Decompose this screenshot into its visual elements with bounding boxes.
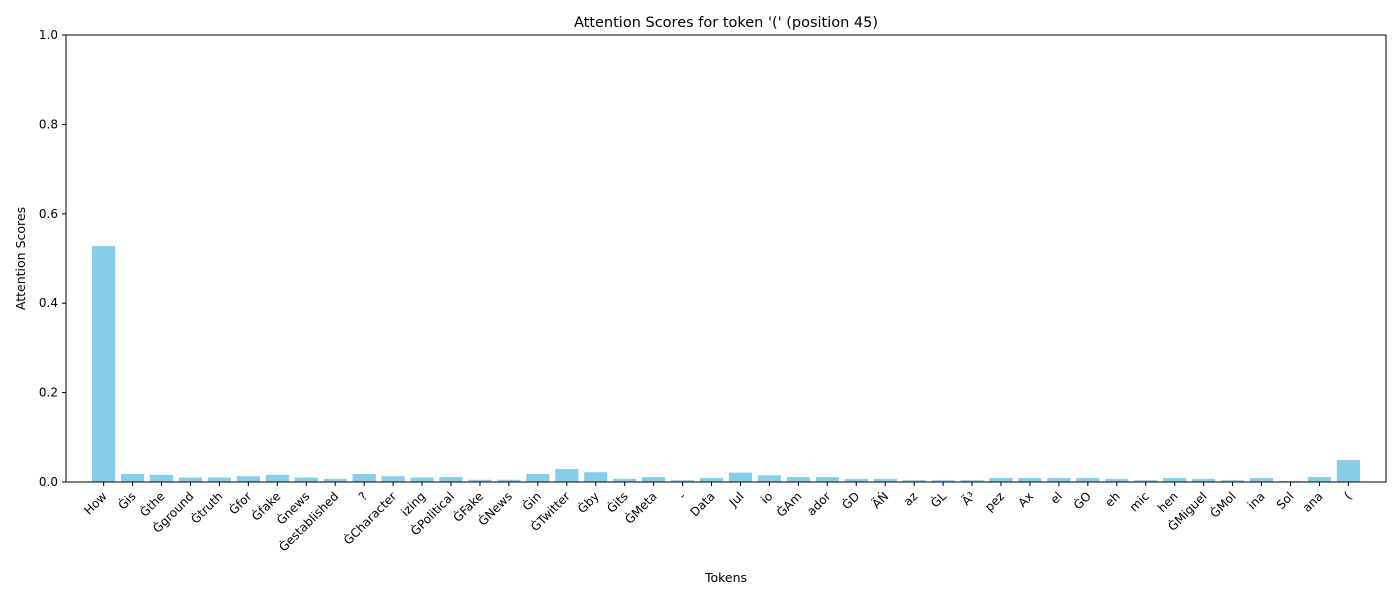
x-tick-label-24: ĠAm	[773, 488, 805, 520]
bar-5	[236, 476, 260, 482]
x-tick-label-41: Sol	[1274, 489, 1297, 512]
bar-7	[294, 477, 318, 482]
bar-15	[526, 473, 550, 482]
y-tick-label-5: 1.0	[39, 28, 58, 42]
x-tick-label-26: ĠD	[838, 488, 862, 512]
bar-25	[815, 477, 839, 482]
y-axis: 0.0 0.2 0.4 0.6 0.8 1.0	[39, 28, 66, 489]
x-tick-label-29: ĠL	[927, 488, 950, 511]
x-tick-label-17: Ġby	[574, 488, 602, 516]
x-tick-label-28: az	[901, 489, 921, 509]
x-tick-label-15: Ġin	[518, 488, 544, 514]
x-tick-label-30: Ã³	[958, 488, 978, 508]
bar-42	[1307, 477, 1331, 482]
x-tick-label-10: ĠCharacter	[339, 488, 399, 548]
bar-14	[497, 479, 521, 482]
bar-0	[92, 245, 116, 482]
bar-36	[1134, 480, 1158, 482]
x-tick-label-32: Ax	[1015, 489, 1036, 510]
bar-3	[178, 477, 203, 482]
bar-34	[1076, 477, 1100, 482]
bar-18	[613, 478, 637, 482]
x-tick-label-43: (	[1341, 489, 1354, 502]
bar-30	[960, 480, 984, 482]
bar-43	[1336, 460, 1360, 482]
bar-24	[786, 477, 810, 482]
bar-29	[931, 480, 955, 482]
plot-frame	[65, 34, 1387, 483]
bar-40	[1249, 477, 1274, 482]
x-tick-label-20: -	[676, 489, 689, 502]
bar-19	[642, 477, 666, 482]
bar-13	[468, 479, 492, 482]
x-tick-label-31: pez	[982, 489, 1007, 514]
x-tick-label-22: Jul	[726, 489, 747, 510]
y-tick-label-3: 0.6	[39, 207, 58, 221]
bar-9	[352, 473, 376, 482]
bar-1	[121, 473, 145, 482]
x-tick-label-36: mic	[1127, 489, 1152, 514]
bar-2	[149, 474, 174, 482]
bar-12	[439, 477, 463, 482]
bar-31	[989, 477, 1013, 482]
x-tick-label-39: ĠMol	[1206, 488, 1239, 521]
bar-4	[207, 477, 231, 482]
x-tick-label-21: Data	[687, 489, 717, 519]
x-tick-label-40: ina	[1245, 489, 1268, 512]
bar-11	[410, 477, 434, 482]
y-tick-label-2: 0.4	[39, 296, 58, 310]
bar-33	[1047, 477, 1071, 482]
bar-32	[1018, 477, 1042, 482]
bar-35	[1105, 478, 1129, 482]
x-tick-label-0: How	[81, 489, 110, 518]
y-tick-label-0: 0.0	[39, 475, 58, 489]
bar-16	[555, 469, 579, 482]
y-tick-label-1: 0.2	[39, 386, 58, 400]
x-tick-label-42: ana	[1300, 489, 1326, 515]
x-tick-label-9: ?	[356, 489, 370, 503]
bar-10	[381, 476, 405, 482]
x-tick-label-4: Ġtruth	[187, 488, 226, 527]
chart-title: Attention Scores for token '(' (position…	[574, 15, 878, 31]
bar-8	[323, 478, 347, 482]
x-tick-label-34: ĠO	[1069, 488, 1094, 513]
x-axis-label: Tokens	[704, 570, 747, 585]
bar-39	[1221, 480, 1245, 482]
bar-21	[699, 477, 724, 482]
bar-37	[1163, 477, 1187, 482]
bar-22	[728, 472, 753, 482]
bar-27	[873, 478, 897, 482]
x-tick-label-23: io	[758, 489, 775, 506]
x-tick-label-25: ador	[804, 489, 833, 518]
bar-28	[902, 480, 926, 482]
x-tick-label-27: ÃŃ	[869, 489, 892, 512]
bar-26	[844, 478, 868, 482]
y-axis-label: Attention Scores	[13, 207, 28, 310]
x-tick-label-35: eh	[1102, 489, 1123, 510]
bar-38	[1192, 478, 1216, 482]
bar-20	[671, 480, 695, 482]
bar-6	[265, 474, 289, 482]
x-tick-label-33: el	[1048, 489, 1065, 506]
bar-17	[584, 472, 608, 482]
x-tick-label-19: ĠMeta	[621, 488, 660, 527]
bars-group	[92, 245, 1360, 482]
x-tick-label-1: Ġis	[114, 488, 139, 513]
bar-23	[757, 475, 781, 482]
y-tick-label-4: 0.8	[39, 117, 58, 131]
